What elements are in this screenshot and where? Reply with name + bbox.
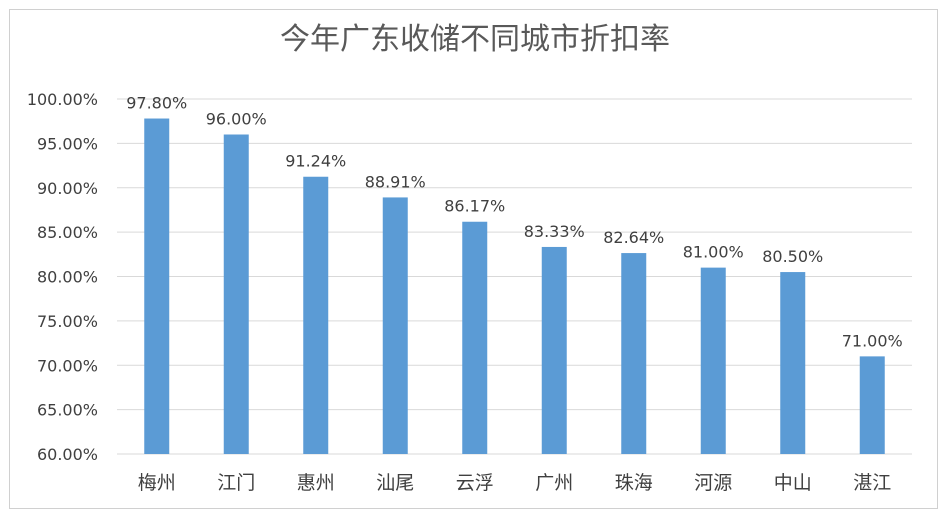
x-tick-label: 珠海 [615,472,653,494]
data-label: 97.80% [126,94,187,113]
y-tick-label: 75.00% [37,312,98,331]
y-tick-label: 70.00% [37,356,98,375]
x-tick-label: 江门 [217,472,255,494]
x-tick-label: 汕尾 [376,472,414,494]
x-tick-label: 广州 [535,472,573,494]
bar [780,272,806,454]
data-label: 82.64% [603,228,664,247]
y-axis-tick-labels: 60.00% 65.00% 70.00% 75.00% 80.00% 85.00% 90.0… [27,90,98,464]
x-tick-label: 惠州 [297,472,335,494]
y-tick-label: 85.00% [37,223,98,242]
data-label: 81.00% [683,243,744,262]
bar [700,267,726,454]
y-tick-label: 100.00% [27,90,98,109]
bar [382,197,408,454]
data-label: 91.24% [285,152,346,171]
x-tick-label: 中山 [774,472,812,494]
x-tick-label: 云浮 [456,472,494,494]
bars [144,118,885,455]
data-label: 80.50% [762,247,823,266]
bar [541,246,567,454]
x-tick-label: 湛江 [853,472,891,494]
bar [462,221,488,454]
y-tick-label: 80.00% [37,268,98,287]
bar [223,134,249,454]
data-label: 96.00% [206,110,267,129]
y-tick-label: 65.00% [37,401,98,420]
gridlines [117,98,912,455]
y-tick-label: 90.00% [37,179,98,198]
chart-title: 今年广东收储不同城市折扣率 [280,22,670,57]
data-label: 86.17% [444,197,505,216]
data-label: 71.00% [842,331,903,350]
x-tick-label: 梅州 [138,472,176,494]
bar [621,253,647,454]
bar [859,356,885,454]
y-tick-label: 95.00% [37,134,98,153]
y-tick-label: 60.00% [37,445,98,464]
bar [144,118,170,455]
data-label: 83.33% [524,222,585,241]
x-tick-label: 河源 [694,472,732,494]
bar [303,176,329,454]
x-axis-tick-labels: 梅州 江门 惠州 汕尾 云浮 广州 珠海 河源 中山 湛江 [138,472,892,494]
data-labels: 97.80% 96.00% 91.24% 88.91% 86.17% 83.33% 82.6… [126,94,903,351]
data-label: 88.91% [365,172,426,191]
